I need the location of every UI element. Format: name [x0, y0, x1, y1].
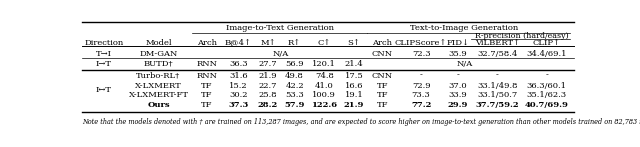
Text: 21.9: 21.9 [259, 72, 277, 80]
Text: CNN: CNN [372, 72, 393, 80]
Text: TF: TF [376, 101, 388, 109]
Text: TF: TF [376, 91, 388, 99]
Text: 17.5: 17.5 [344, 72, 364, 80]
Text: 41.0: 41.0 [315, 82, 333, 90]
Text: 72.3: 72.3 [412, 50, 431, 58]
Text: 42.2: 42.2 [285, 82, 304, 90]
Text: Arch: Arch [372, 39, 392, 47]
Text: 29.9: 29.9 [448, 101, 468, 109]
Text: -: - [420, 72, 422, 80]
Text: TF: TF [201, 82, 212, 90]
Text: RNN: RNN [196, 60, 218, 68]
Text: 122.6: 122.6 [311, 101, 337, 109]
Text: 73.3: 73.3 [412, 91, 431, 99]
Text: C↑: C↑ [317, 39, 331, 47]
Text: 77.2: 77.2 [411, 101, 431, 109]
Text: Ours: Ours [147, 101, 170, 109]
Text: TF: TF [376, 82, 388, 90]
Text: FID↓: FID↓ [447, 39, 470, 47]
Text: 37.0: 37.0 [449, 82, 467, 90]
Text: CLIP↑: CLIP↑ [532, 39, 561, 47]
Text: 34.4/69.1: 34.4/69.1 [527, 50, 567, 58]
Text: DM-GAN: DM-GAN [140, 50, 178, 58]
Text: Text-to-Image Generation: Text-to-Image Generation [410, 24, 518, 32]
Text: 21.9: 21.9 [344, 101, 364, 109]
Text: X-LXMERT-FT: X-LXMERT-FT [129, 91, 189, 99]
Text: CLIPScore↑: CLIPScore↑ [395, 39, 447, 47]
Text: 72.9: 72.9 [412, 82, 431, 90]
Text: Model: Model [145, 39, 172, 47]
Text: 33.9: 33.9 [449, 91, 467, 99]
Text: 19.1: 19.1 [344, 91, 364, 99]
Text: N/A: N/A [456, 60, 472, 68]
Text: 22.7: 22.7 [259, 82, 277, 90]
Text: B@4↑: B@4↑ [225, 39, 252, 47]
Text: CNN: CNN [372, 50, 393, 58]
Text: 120.1: 120.1 [312, 60, 336, 68]
Text: 25.8: 25.8 [259, 91, 277, 99]
Text: ViLBERT↑: ViLBERT↑ [475, 39, 520, 47]
Text: Image-to-Text Generation: Image-to-Text Generation [227, 24, 334, 32]
Text: 49.8: 49.8 [285, 72, 304, 80]
Text: RNN: RNN [196, 72, 218, 80]
Text: 35.1/62.3: 35.1/62.3 [527, 91, 567, 99]
Text: Direction: Direction [84, 39, 124, 47]
Text: 33.1/50.7: 33.1/50.7 [477, 91, 517, 99]
Text: 32.7/58.4: 32.7/58.4 [477, 50, 517, 58]
Text: 27.7: 27.7 [259, 60, 277, 68]
Text: 57.9: 57.9 [284, 101, 305, 109]
Text: R-precision (hard/easy): R-precision (hard/easy) [475, 32, 569, 40]
Text: TF: TF [201, 101, 212, 109]
Text: 36.3: 36.3 [229, 60, 248, 68]
Text: I↔T: I↔T [96, 86, 112, 95]
Text: 30.2: 30.2 [229, 91, 248, 99]
Text: 21.4: 21.4 [344, 60, 364, 68]
Text: 15.2: 15.2 [229, 82, 248, 90]
Text: 36.3/60.1: 36.3/60.1 [527, 82, 566, 90]
Text: I→T: I→T [96, 60, 112, 68]
Text: -: - [496, 72, 499, 80]
Text: BUTD†: BUTD† [144, 60, 173, 68]
Text: 56.9: 56.9 [285, 60, 304, 68]
Text: 35.9: 35.9 [449, 50, 467, 58]
Text: 37.7/59.2: 37.7/59.2 [476, 101, 519, 109]
Text: Arch: Arch [197, 39, 217, 47]
Text: -: - [456, 72, 460, 80]
Text: 53.3: 53.3 [285, 91, 304, 99]
Text: T→I: T→I [96, 50, 112, 58]
Text: M↑: M↑ [260, 39, 276, 47]
Text: X-LXMERT: X-LXMERT [135, 82, 182, 90]
Text: -: - [545, 72, 548, 80]
Text: 37.3: 37.3 [228, 101, 248, 109]
Text: R↑: R↑ [288, 39, 301, 47]
Text: N/A: N/A [272, 50, 289, 58]
Text: S↑: S↑ [348, 39, 360, 47]
Text: 28.2: 28.2 [258, 101, 278, 109]
Text: 40.7/69.9: 40.7/69.9 [525, 101, 568, 109]
Text: 16.6: 16.6 [344, 82, 363, 90]
Text: 31.6: 31.6 [229, 72, 248, 80]
Text: 100.9: 100.9 [312, 91, 336, 99]
Text: 74.8: 74.8 [315, 72, 333, 80]
Text: Note that the models denoted with † are trained on 113,287 images, and are expec: Note that the models denoted with † are … [83, 118, 640, 126]
Text: 33.1/49.8: 33.1/49.8 [477, 82, 517, 90]
Text: Turbo-RL†: Turbo-RL† [136, 72, 180, 80]
Text: TF: TF [201, 91, 212, 99]
